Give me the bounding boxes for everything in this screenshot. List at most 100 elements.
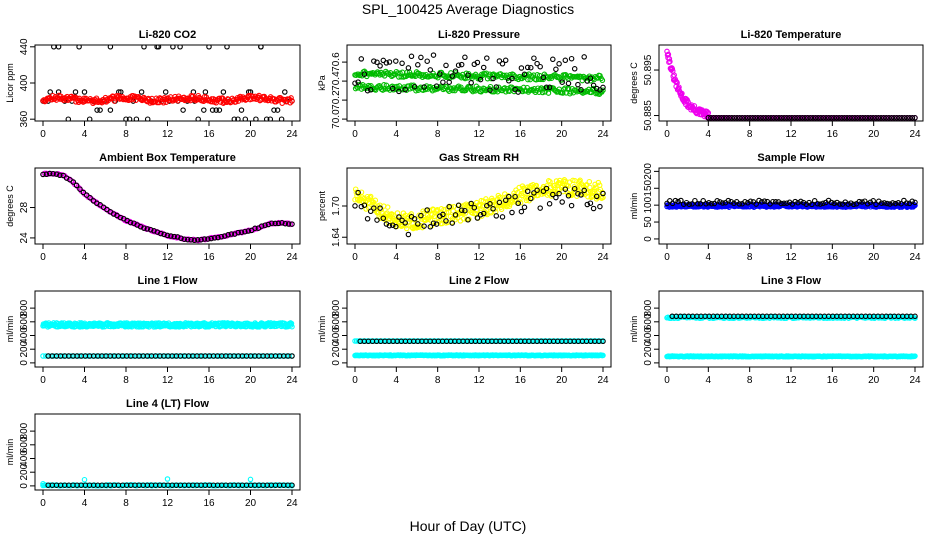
data-point xyxy=(825,115,832,121)
x-tick-label: 24 xyxy=(909,129,921,140)
data-point xyxy=(147,226,154,233)
data-point xyxy=(534,60,540,67)
data-point xyxy=(784,200,790,206)
data-point xyxy=(581,54,587,60)
data-point xyxy=(209,107,216,113)
data-point xyxy=(352,80,358,86)
data-point xyxy=(700,198,706,204)
data-point xyxy=(415,62,421,68)
data-point xyxy=(76,353,83,359)
data-point xyxy=(385,70,391,76)
y-tick-label: 200 xyxy=(331,340,342,357)
data-point xyxy=(252,225,258,232)
data-point xyxy=(839,115,845,121)
data-point xyxy=(898,200,904,207)
data-point xyxy=(521,204,528,211)
data-point xyxy=(875,115,882,121)
data-point xyxy=(216,353,223,359)
data-point xyxy=(823,115,829,121)
data-point xyxy=(358,203,365,210)
y-axis-label: percent xyxy=(317,190,327,221)
data-point xyxy=(850,201,857,208)
data-point xyxy=(726,115,733,121)
data-point xyxy=(455,202,462,209)
data-point xyxy=(909,198,915,205)
data-point xyxy=(433,83,440,89)
data-point xyxy=(845,201,851,207)
data-point xyxy=(408,53,415,60)
y-tick-label: 800 xyxy=(19,299,30,316)
data-point xyxy=(755,115,761,121)
data-point xyxy=(384,204,391,210)
data-point xyxy=(587,184,593,191)
x-tick-label: 24 xyxy=(909,252,921,263)
data-point xyxy=(666,56,673,62)
figure-title: SPL_100425 Average Diagnostics xyxy=(362,1,574,17)
data-point xyxy=(480,210,487,217)
x-tick-label: 4 xyxy=(394,252,400,263)
data-point xyxy=(578,192,584,198)
data-points xyxy=(352,52,606,97)
data-point xyxy=(815,115,821,121)
data-point xyxy=(272,220,278,227)
data-point xyxy=(704,108,710,115)
data-point xyxy=(279,220,285,226)
y-axis-label: ml/min xyxy=(317,316,327,343)
data-point xyxy=(752,115,759,121)
data-point xyxy=(820,200,826,207)
data-point xyxy=(536,89,542,95)
data-point xyxy=(697,201,704,207)
data-point xyxy=(389,85,396,92)
data-point xyxy=(220,89,227,95)
data-point xyxy=(403,225,410,232)
data-point xyxy=(233,353,239,359)
data-point xyxy=(258,353,264,359)
data-point xyxy=(713,115,719,121)
y-tick-label: 800 xyxy=(331,299,342,316)
data-point xyxy=(581,187,587,194)
data-point xyxy=(402,220,408,226)
data-point xyxy=(68,353,74,359)
x-tick-label: 12 xyxy=(162,252,174,263)
data-point xyxy=(374,59,380,66)
x-tick-label: 12 xyxy=(162,129,174,140)
x-tick-label: 0 xyxy=(664,252,670,263)
data-point xyxy=(828,115,835,121)
data-point xyxy=(411,83,418,90)
data-point xyxy=(73,182,80,189)
data-point xyxy=(669,66,676,72)
data-point xyxy=(396,88,402,95)
data-point xyxy=(477,212,484,218)
data-point xyxy=(525,76,531,83)
data-point xyxy=(844,115,850,121)
data-point xyxy=(575,81,581,88)
data-point xyxy=(86,116,93,121)
data-point xyxy=(452,68,459,74)
data-point xyxy=(53,171,60,177)
data-point xyxy=(583,182,590,188)
data-point xyxy=(471,204,478,211)
plot-frame xyxy=(34,167,301,245)
data-point xyxy=(361,202,368,208)
data-point xyxy=(599,77,606,84)
data-point xyxy=(411,216,418,222)
y-tick-label: 200 xyxy=(19,340,30,357)
data-point xyxy=(680,201,687,207)
data-point xyxy=(846,115,853,121)
data-point xyxy=(831,200,837,207)
data-point xyxy=(375,210,382,216)
y-tick-label: 70.2 xyxy=(331,90,342,110)
data-point xyxy=(901,115,908,121)
x-tick-label: 20 xyxy=(556,252,568,263)
panel-title: Line 1 Flow xyxy=(138,275,198,287)
data-point xyxy=(891,115,897,121)
data-point xyxy=(405,231,412,238)
x-tick-label: 12 xyxy=(473,252,485,263)
data-point xyxy=(499,214,506,220)
data-point xyxy=(600,338,606,345)
data-point xyxy=(773,115,780,121)
